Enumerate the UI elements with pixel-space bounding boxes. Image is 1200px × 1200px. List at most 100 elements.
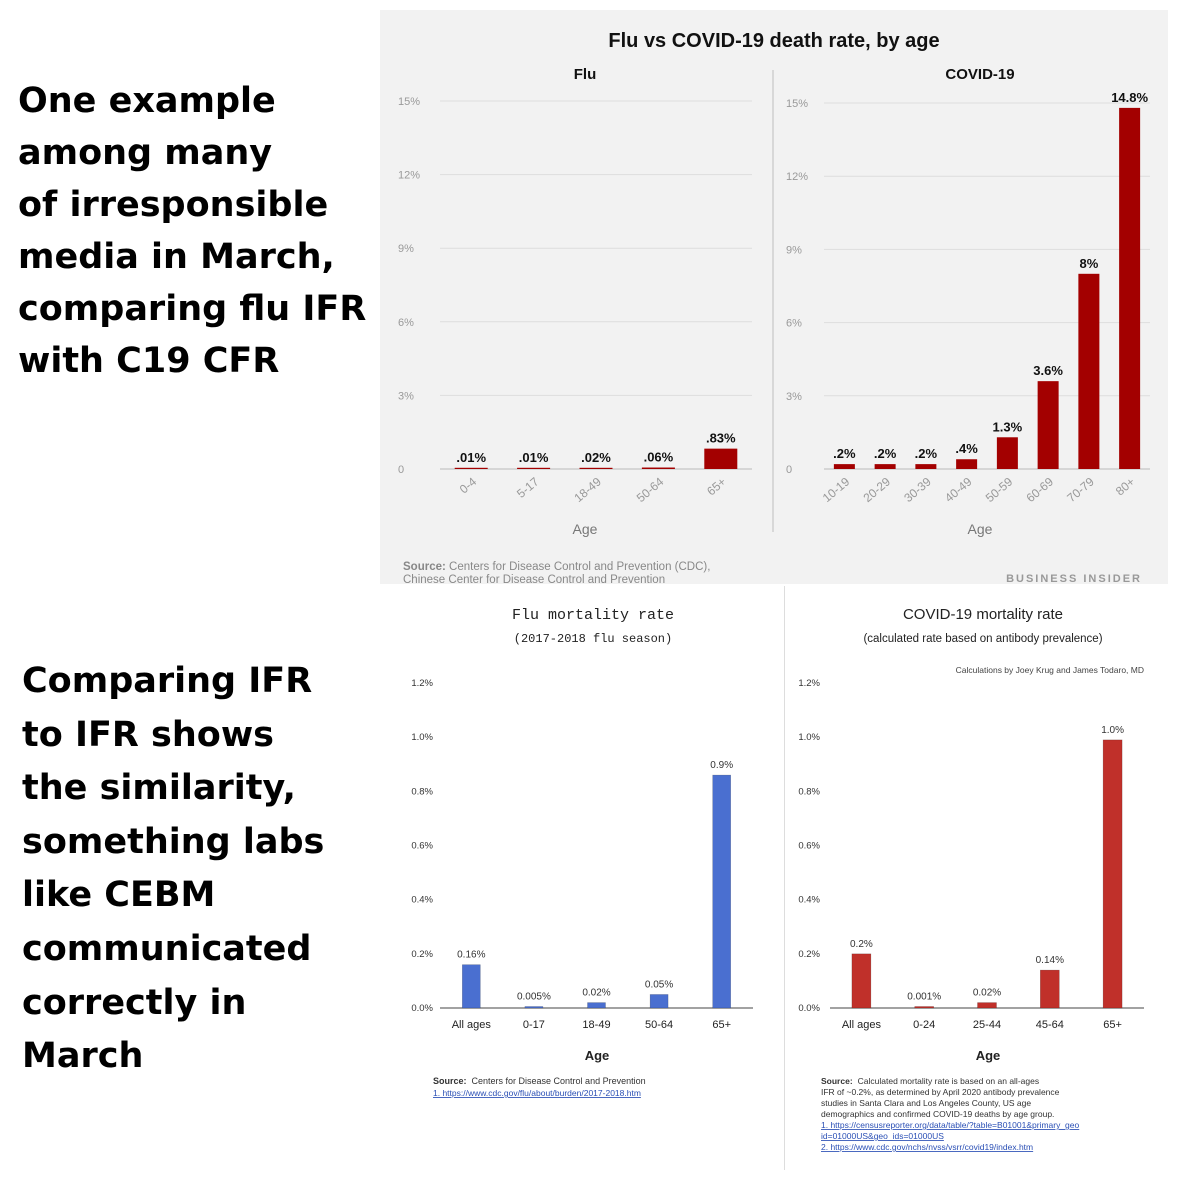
source-prefix: Source: bbox=[403, 561, 446, 573]
covid-source-links: 1. https://censusreporter.org/data/table… bbox=[821, 1120, 1080, 1152]
covid-xlabel: Age bbox=[968, 521, 993, 537]
y-tick-label: 0.2% bbox=[798, 949, 820, 960]
data-label: .4% bbox=[955, 441, 978, 456]
x-tick-label: 0-17 bbox=[523, 1019, 545, 1031]
data-label: .01% bbox=[519, 450, 549, 465]
bar bbox=[524, 1006, 544, 1009]
covid-subtitle: COVID-19 bbox=[945, 66, 1014, 83]
covid-mortality-xlabel: Age bbox=[976, 1048, 1001, 1063]
y-tick-label: 0.8% bbox=[411, 786, 433, 797]
flu-vs-covid-panel: Flu vs COVID-19 death rate, by age Flu C… bbox=[380, 10, 1168, 586]
bar bbox=[956, 459, 978, 469]
data-label: 0.2% bbox=[850, 939, 873, 950]
data-label: 0.16% bbox=[457, 950, 485, 961]
source-link[interactable]: 1. https://www.cdc.gov/flu/about/burden/… bbox=[433, 1088, 641, 1098]
bottom-panel-divider bbox=[784, 586, 785, 1170]
flu-vs-covid-chart: Flu vs COVID-19 death rate, by age Flu C… bbox=[398, 30, 1150, 586]
data-label: .2% bbox=[874, 446, 897, 461]
y-tick-label: 0.8% bbox=[798, 786, 820, 797]
x-tick-label: 30-39 bbox=[901, 474, 934, 505]
data-label: 3.6% bbox=[1033, 363, 1063, 378]
x-tick-label: 65+ bbox=[712, 1019, 731, 1031]
y-tick-label: 0.4% bbox=[411, 895, 433, 906]
business-insider-logo: BUSINESS INSIDER bbox=[1006, 573, 1142, 584]
y-tick-label: 9% bbox=[786, 244, 802, 256]
y-tick-label: 0.0% bbox=[411, 1003, 433, 1014]
flu-source-label: Source: bbox=[433, 1076, 467, 1086]
source-line: IFR of ~0.2%, as determined by April 202… bbox=[821, 1087, 1060, 1097]
data-label: 0.05% bbox=[645, 979, 673, 990]
source-line: Source: Centers for Disease Control and … bbox=[403, 561, 710, 573]
y-tick-label: 9% bbox=[398, 243, 414, 255]
y-tick-label: 15% bbox=[786, 98, 808, 110]
covid-bar-chart: 0 3% 6% 9% 12% 15% .2% 10-19 .2% 20-29 .2% 30-39 .4%… bbox=[786, 90, 1150, 505]
flu-mortality-chart: Flu mortality rate (2017-2018 flu season… bbox=[411, 607, 753, 1098]
bar bbox=[517, 467, 551, 469]
y-tick-label: 3% bbox=[398, 390, 414, 402]
covid-source-label: Source: bbox=[821, 1076, 853, 1086]
y-tick-label: 6% bbox=[786, 318, 802, 330]
source-line: Source: Calculated mortality rate is base… bbox=[821, 1076, 1039, 1086]
x-tick-label: 10-19 bbox=[820, 474, 853, 505]
x-tick-label: 25-44 bbox=[973, 1019, 1001, 1031]
y-tick-label: 1.2% bbox=[798, 678, 820, 689]
y-tick-label: 3% bbox=[786, 391, 802, 403]
flu-mortality-bars: 0.0% 0.2% 0.4% 0.6% 0.8% 1.0% 1.2% 0.16% All age… bbox=[411, 678, 753, 1031]
bar bbox=[462, 964, 481, 1009]
source-body: Centers for Disease Control and Preventi… bbox=[446, 561, 711, 573]
x-tick-label: 50-59 bbox=[983, 474, 1016, 505]
caption-bottom: Comparing IFR to IFR shows the similarit… bbox=[22, 661, 325, 1077]
bar bbox=[874, 464, 896, 469]
x-tick-label: 60-69 bbox=[1024, 474, 1057, 505]
y-tick-label: 12% bbox=[398, 170, 420, 182]
bar bbox=[1037, 381, 1059, 469]
data-label: .83% bbox=[706, 431, 736, 446]
data-label: 1.0% bbox=[1101, 725, 1124, 736]
bar bbox=[851, 953, 872, 1009]
data-label: 0.02% bbox=[973, 988, 1001, 999]
x-tick-label: 45-64 bbox=[1036, 1019, 1064, 1031]
covid-mortality-subtitle: (calculated rate based on antibody preva… bbox=[863, 633, 1102, 645]
x-tick-label: 50-64 bbox=[645, 1019, 673, 1031]
data-label: 8% bbox=[1079, 256, 1098, 271]
covid-mortality-source: Source: Calculated mortality rate is base… bbox=[821, 1076, 1060, 1119]
data-label: .2% bbox=[915, 446, 938, 461]
source-link[interactable]: 2. https://www.cdc.gov/nchs/nvss/vsrr/co… bbox=[821, 1142, 1033, 1152]
data-label: 0.9% bbox=[710, 760, 733, 771]
y-tick-label: 0 bbox=[398, 464, 404, 476]
bar bbox=[649, 994, 669, 1009]
chart-title: Flu vs COVID-19 death rate, by age bbox=[608, 30, 939, 52]
bar bbox=[579, 467, 613, 469]
x-tick-label: All ages bbox=[452, 1019, 492, 1031]
data-label: .01% bbox=[456, 450, 486, 465]
y-tick-label: 1.0% bbox=[798, 732, 820, 743]
bar bbox=[914, 1006, 934, 1009]
y-tick-label: 0.2% bbox=[411, 949, 433, 960]
bar bbox=[587, 1002, 606, 1009]
caption-top: One example among many of irresponsible … bbox=[18, 81, 367, 381]
x-tick-label: All ages bbox=[842, 1019, 882, 1031]
flu-subtitle: Flu bbox=[574, 66, 597, 83]
x-tick-label: 65+ bbox=[704, 475, 729, 499]
bar bbox=[833, 464, 855, 469]
covid-mortality-chart: COVID-19 mortality rate (calculated rate… bbox=[798, 606, 1144, 1152]
bar bbox=[996, 437, 1018, 469]
x-tick-label: 80+ bbox=[1113, 475, 1138, 499]
data-label: .2% bbox=[833, 446, 856, 461]
source-line: demographics and confirmed COVID-19 deat… bbox=[821, 1109, 1054, 1119]
y-tick-label: 1.2% bbox=[411, 678, 433, 689]
source-link[interactable]: 1. https://censusreporter.org/data/table… bbox=[821, 1120, 1080, 1130]
y-tick-label: 0.0% bbox=[798, 1003, 820, 1014]
y-tick-label: 0.4% bbox=[798, 895, 820, 906]
source-link[interactable]: id=01000US&geo_ids=01000US bbox=[821, 1131, 944, 1141]
y-tick-label: 0.6% bbox=[798, 841, 820, 852]
x-tick-label: 65+ bbox=[1103, 1019, 1122, 1031]
bar bbox=[641, 467, 675, 469]
flu-mortality-subtitle: (2017-2018 flu season) bbox=[514, 632, 672, 646]
flu-mortality-title: Flu mortality rate bbox=[512, 607, 674, 624]
data-label: .02% bbox=[581, 450, 611, 465]
x-tick-label: 18-49 bbox=[582, 1019, 610, 1031]
source-line: studies in Santa Clara and Los Angeles C… bbox=[821, 1098, 1031, 1108]
bar bbox=[1102, 739, 1123, 1009]
bar bbox=[704, 448, 738, 469]
